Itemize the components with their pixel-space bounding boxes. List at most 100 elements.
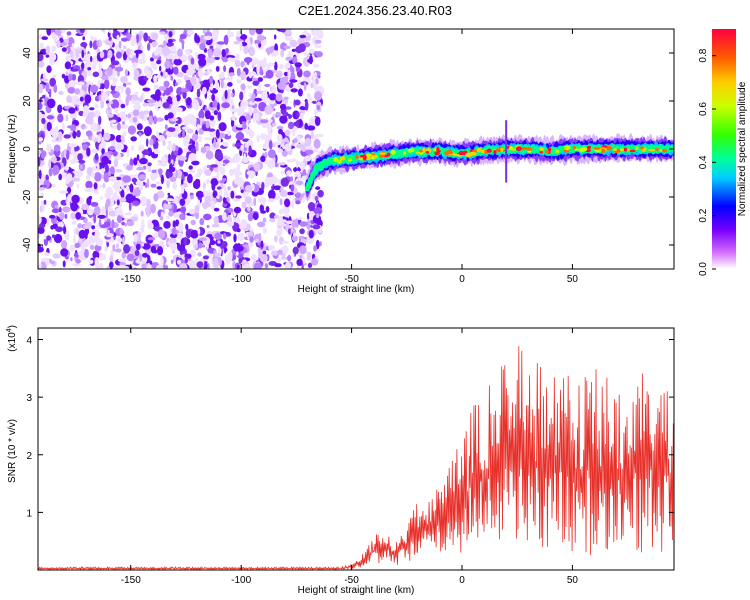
noise-speck bbox=[106, 113, 114, 118]
noise-speck bbox=[285, 35, 293, 42]
noise-speck bbox=[168, 210, 174, 217]
noise-speck bbox=[239, 41, 243, 52]
noise-speck bbox=[55, 29, 62, 36]
noise-speck bbox=[98, 115, 102, 125]
noise-speck bbox=[85, 180, 93, 189]
noise-speck bbox=[126, 220, 135, 227]
noise-speck bbox=[148, 115, 154, 125]
noise-speck bbox=[267, 62, 275, 67]
noise-speck bbox=[221, 102, 230, 109]
noise-speck bbox=[114, 188, 122, 192]
noise-speck bbox=[240, 189, 244, 193]
noise-speck bbox=[298, 235, 305, 240]
noise-speck bbox=[38, 215, 42, 225]
noise-speck bbox=[52, 165, 60, 175]
noise-speck bbox=[119, 197, 127, 203]
noise-speck bbox=[98, 62, 102, 71]
noise-speck bbox=[223, 232, 227, 240]
noise-speck bbox=[179, 198, 186, 206]
noise-speck bbox=[141, 243, 145, 247]
noise-speck bbox=[160, 256, 164, 266]
noise-speck bbox=[104, 38, 114, 46]
noise-speck bbox=[38, 169, 42, 180]
noise-speck bbox=[306, 212, 310, 220]
noise-speck bbox=[198, 237, 207, 242]
noise-speck bbox=[196, 168, 203, 176]
signal-peak-mark bbox=[515, 146, 522, 152]
noise-speck bbox=[64, 165, 69, 171]
noise-speck bbox=[119, 261, 126, 266]
noise-speck bbox=[254, 39, 261, 45]
noise-speck bbox=[218, 122, 227, 132]
noise-speck bbox=[318, 219, 323, 228]
noise-speck bbox=[101, 91, 107, 102]
noise-speck bbox=[159, 31, 166, 35]
noise-speck bbox=[235, 132, 245, 141]
snr-multiplier-base: (x10 bbox=[7, 332, 18, 352]
noise-speck bbox=[153, 193, 159, 202]
noise-speck bbox=[197, 228, 201, 235]
noise-speck bbox=[224, 89, 228, 100]
noise-speck bbox=[244, 196, 252, 205]
noise-speck bbox=[260, 210, 267, 214]
noise-speck bbox=[68, 143, 78, 148]
noise-speck bbox=[82, 224, 90, 230]
noise-speck bbox=[155, 99, 162, 108]
noise-speck bbox=[223, 65, 227, 72]
noise-speck bbox=[264, 105, 273, 115]
noise-speck bbox=[259, 66, 263, 75]
noise-speck bbox=[119, 227, 124, 235]
noise-speck bbox=[213, 216, 219, 224]
noise-speck bbox=[216, 186, 222, 190]
signal-peak-mark bbox=[593, 147, 601, 150]
noise-speck bbox=[45, 54, 50, 58]
noise-speck bbox=[191, 133, 199, 142]
noise-speck bbox=[80, 208, 84, 216]
noise-speck bbox=[124, 69, 128, 77]
noise-speck bbox=[203, 35, 213, 41]
noise-speck bbox=[180, 206, 187, 214]
noise-speck bbox=[71, 95, 79, 101]
noise-speck bbox=[128, 201, 132, 211]
noise-speck bbox=[186, 128, 194, 134]
noise-speck bbox=[283, 45, 291, 50]
noise-speck bbox=[123, 244, 131, 254]
signal-peak-mark bbox=[648, 148, 656, 152]
noise-speck bbox=[174, 196, 179, 204]
signal-peak-mark bbox=[476, 147, 482, 153]
noise-speck bbox=[313, 207, 323, 216]
noise-speck bbox=[53, 233, 63, 244]
noise-speck bbox=[275, 93, 283, 102]
noise-speck bbox=[221, 49, 227, 58]
noise-speck bbox=[142, 102, 148, 107]
noise-speck bbox=[227, 89, 232, 93]
noise-speck bbox=[114, 207, 123, 218]
noise-speck bbox=[188, 262, 196, 269]
noise-speck bbox=[276, 70, 283, 78]
noise-speck bbox=[75, 106, 78, 111]
noise-speck bbox=[71, 194, 80, 204]
noise-speck bbox=[284, 129, 291, 136]
noise-speck bbox=[99, 50, 105, 59]
noise-speck bbox=[48, 88, 52, 98]
noise-speck bbox=[265, 69, 274, 79]
noise-speck bbox=[164, 33, 169, 42]
noise-speck bbox=[308, 229, 314, 239]
noise-speck bbox=[249, 29, 256, 36]
noise-speck bbox=[290, 229, 294, 233]
noise-speck bbox=[246, 170, 256, 176]
noise-speck bbox=[239, 91, 244, 101]
noise-speck bbox=[136, 33, 139, 44]
noise-speck bbox=[140, 45, 144, 51]
noise-speck bbox=[43, 252, 50, 257]
noise-speck bbox=[179, 33, 187, 40]
noise-speck bbox=[79, 29, 85, 34]
noise-speck bbox=[85, 116, 94, 125]
noise-speck bbox=[295, 180, 304, 185]
noise-speck bbox=[130, 145, 134, 152]
noise-speck bbox=[164, 203, 173, 209]
noise-speck bbox=[74, 88, 81, 95]
noise-speck bbox=[109, 121, 113, 128]
noise-speck bbox=[90, 35, 94, 42]
noise-speck bbox=[71, 42, 75, 51]
